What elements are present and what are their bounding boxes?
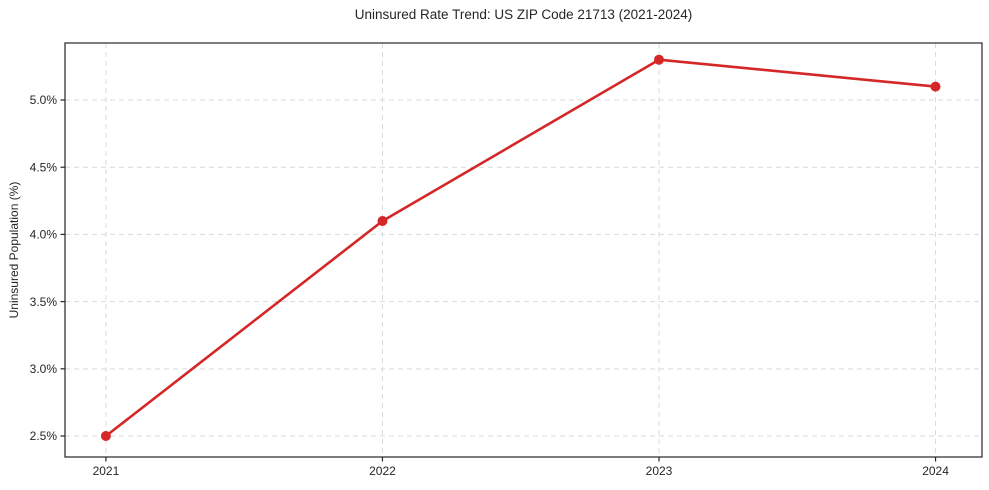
data-point-marker <box>100 431 111 441</box>
y-tick-label: 3.5% <box>30 295 58 309</box>
y-tick-label: 2.5% <box>30 429 58 443</box>
y-tick-label: 4.5% <box>30 160 58 174</box>
chart-title: Uninsured Rate Trend: US ZIP Code 21713 … <box>354 7 693 22</box>
x-tick-label: 2023 <box>646 464 673 478</box>
y-tick-label: 3.0% <box>30 362 58 376</box>
data-point-marker <box>654 54 664 65</box>
data-point-marker <box>377 216 388 226</box>
x-tick-label: 2022 <box>369 464 396 478</box>
plot-border <box>64 42 983 458</box>
y-tick-label: 4.0% <box>30 228 58 242</box>
x-tick-label: 2024 <box>922 464 949 478</box>
trend-line <box>104 58 937 438</box>
y-tick-label: 5.0% <box>30 93 58 107</box>
data-point-marker <box>930 81 941 92</box>
x-tick-label: 2021 <box>93 464 120 478</box>
